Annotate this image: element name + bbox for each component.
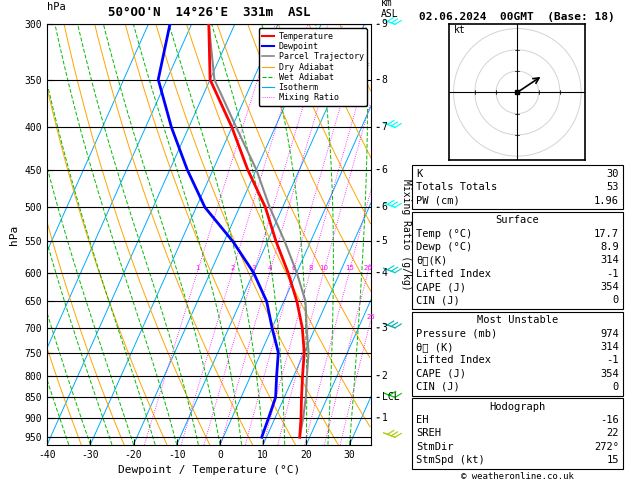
Text: θᴇ(K): θᴇ(K) xyxy=(416,255,447,265)
Text: 314: 314 xyxy=(600,255,619,265)
Text: -16: -16 xyxy=(600,415,619,425)
Text: 314: 314 xyxy=(600,342,619,352)
Text: Lifted Index: Lifted Index xyxy=(416,355,491,365)
Text: SREH: SREH xyxy=(416,428,441,438)
Text: 6: 6 xyxy=(382,202,387,212)
Text: 7: 7 xyxy=(382,122,387,132)
Text: kt: kt xyxy=(454,25,465,35)
Text: 15: 15 xyxy=(345,265,354,271)
Text: -1: -1 xyxy=(606,269,619,279)
Text: -1: -1 xyxy=(606,355,619,365)
Text: 02.06.2024  00GMT  (Base: 18): 02.06.2024 00GMT (Base: 18) xyxy=(420,12,615,22)
Text: θᴇ (K): θᴇ (K) xyxy=(416,342,454,352)
Text: 3: 3 xyxy=(252,265,257,271)
Text: PW (cm): PW (cm) xyxy=(416,195,460,206)
Text: hPa: hPa xyxy=(47,2,66,12)
Text: 5: 5 xyxy=(382,236,387,246)
Text: CAPE (J): CAPE (J) xyxy=(416,282,465,292)
Text: 6: 6 xyxy=(382,165,387,174)
Text: CAPE (J): CAPE (J) xyxy=(416,368,465,379)
Text: 2: 2 xyxy=(382,371,387,381)
Text: © weatheronline.co.uk: © weatheronline.co.uk xyxy=(461,472,574,481)
Y-axis label: hPa: hPa xyxy=(9,225,19,244)
Text: 20: 20 xyxy=(364,265,372,271)
Legend: Temperature, Dewpoint, Parcel Trajectory, Dry Adiabat, Wet Adiabat, Isotherm, Mi: Temperature, Dewpoint, Parcel Trajectory… xyxy=(259,29,367,105)
Text: Dewp (°C): Dewp (°C) xyxy=(416,242,472,252)
Text: 25: 25 xyxy=(366,314,375,320)
Text: 30: 30 xyxy=(606,169,619,179)
Text: Temp (°C): Temp (°C) xyxy=(416,228,472,239)
Text: 272°: 272° xyxy=(594,442,619,452)
Text: Mixing Ratio (g/kg): Mixing Ratio (g/kg) xyxy=(401,179,411,290)
Text: CIN (J): CIN (J) xyxy=(416,295,460,306)
Text: Most Unstable: Most Unstable xyxy=(477,315,558,325)
Text: 1: 1 xyxy=(195,265,200,271)
Text: 354: 354 xyxy=(600,368,619,379)
Text: 15: 15 xyxy=(606,455,619,465)
Text: EH: EH xyxy=(416,415,428,425)
Text: 0: 0 xyxy=(613,295,619,306)
Text: 8.9: 8.9 xyxy=(600,242,619,252)
Text: K: K xyxy=(416,169,422,179)
Text: 53: 53 xyxy=(606,182,619,192)
Text: Lifted Index: Lifted Index xyxy=(416,269,491,279)
Text: LCL: LCL xyxy=(382,392,399,402)
Text: 3: 3 xyxy=(382,323,387,333)
X-axis label: Dewpoint / Temperature (°C): Dewpoint / Temperature (°C) xyxy=(118,465,300,475)
Text: 50°OO'N  14°26'E  331m  ASL: 50°OO'N 14°26'E 331m ASL xyxy=(108,6,310,19)
Text: 8: 8 xyxy=(382,74,387,85)
Text: 4: 4 xyxy=(382,268,387,278)
Text: Totals Totals: Totals Totals xyxy=(416,182,497,192)
Text: 354: 354 xyxy=(600,282,619,292)
Text: 8: 8 xyxy=(308,265,313,271)
Text: Surface: Surface xyxy=(496,215,539,226)
Text: 0: 0 xyxy=(613,382,619,392)
Text: 22: 22 xyxy=(606,428,619,438)
Text: 974: 974 xyxy=(600,329,619,339)
Text: 1: 1 xyxy=(382,413,387,423)
Text: km
ASL: km ASL xyxy=(381,0,398,19)
Text: 6: 6 xyxy=(291,265,296,271)
Text: Hodograph: Hodograph xyxy=(489,401,545,412)
Text: 9: 9 xyxy=(382,19,387,29)
Text: StmDir: StmDir xyxy=(416,442,454,452)
Text: 17.7: 17.7 xyxy=(594,228,619,239)
Text: CIN (J): CIN (J) xyxy=(416,382,460,392)
Text: StmSpd (kt): StmSpd (kt) xyxy=(416,455,484,465)
Text: 2: 2 xyxy=(230,265,235,271)
Text: 1.96: 1.96 xyxy=(594,195,619,206)
Text: 10: 10 xyxy=(320,265,328,271)
Text: Pressure (mb): Pressure (mb) xyxy=(416,329,497,339)
Text: 4: 4 xyxy=(268,265,272,271)
